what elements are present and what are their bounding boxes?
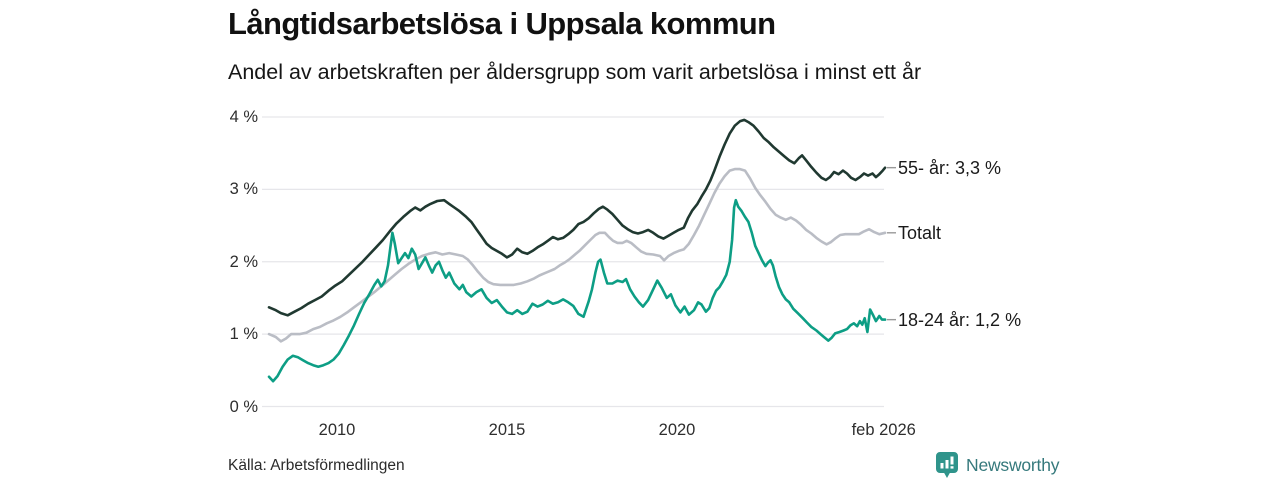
series-line-totalt xyxy=(267,167,887,343)
x-axis-tick-label: 2010 xyxy=(318,421,356,439)
y-axis-tick-label: 1 % xyxy=(229,325,258,344)
series-end-label: 55- år: 3,3 % xyxy=(898,157,1002,178)
series-line-18-24-r xyxy=(267,198,887,383)
series-line-55-r xyxy=(267,118,887,317)
y-axis-tick-label: 0 % xyxy=(229,397,258,416)
page-title: Långtidsarbetslösa i Uppsala kommun xyxy=(228,6,776,41)
x-axis-tick-label: 2015 xyxy=(488,421,526,439)
x-axis-tick-label: 2020 xyxy=(658,421,696,439)
series-end-label: 18-24 år: 1,2 % xyxy=(898,309,1022,330)
series-end-label: Totalt xyxy=(898,222,942,243)
bar-chart-bubble-icon xyxy=(936,452,958,478)
chart-subtitle: Andel av arbetskraften per åldersgrupp s… xyxy=(228,60,922,84)
y-axis-tick-label: 4 % xyxy=(229,108,258,126)
brand-name: Newsworthy xyxy=(966,454,1060,475)
y-axis-tick-label: 2 % xyxy=(229,252,258,271)
x-axis-tick-label: feb 2026 xyxy=(851,421,916,439)
y-axis-tick-label: 3 % xyxy=(229,180,258,199)
source-note: Källa: Arbetsförmedlingen xyxy=(228,457,405,474)
brand-lockup: Newsworthy xyxy=(936,451,1060,479)
